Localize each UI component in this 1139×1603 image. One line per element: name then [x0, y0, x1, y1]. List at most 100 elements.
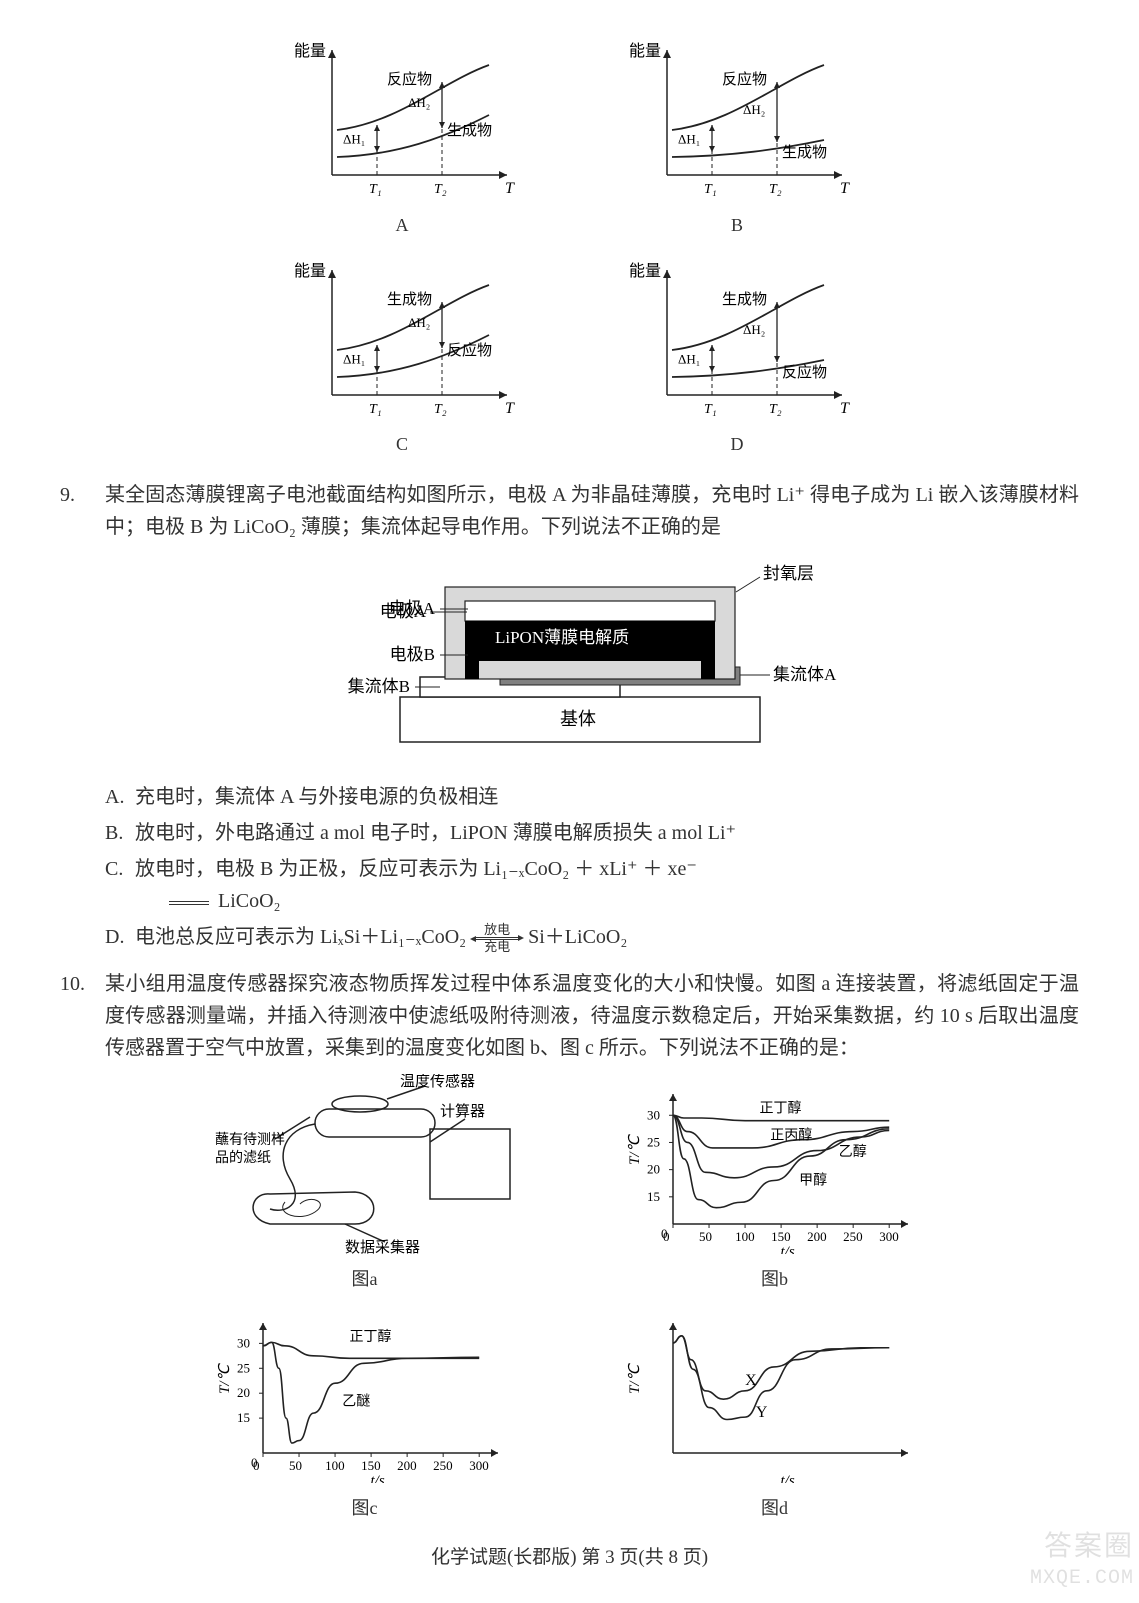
energy-chart-D: 能量TT₁T₂ΔH₁ΔH₂生成物反应物D	[612, 250, 862, 460]
svg-text:T₁: T₁	[704, 402, 717, 417]
svg-text:150: 150	[361, 1458, 381, 1473]
svg-text:50: 50	[289, 1458, 302, 1473]
chart-caption: D	[612, 430, 862, 459]
figure-d: T/℃ t/s XY 图d	[625, 1303, 925, 1523]
svg-text:ΔH₁: ΔH₁	[343, 351, 365, 366]
figure-c: T/℃t/s050100150200250300152025300正丁醇乙醚 图…	[215, 1303, 515, 1523]
energy-chart-B: 能量TT₁T₂ΔH₁ΔH₂反应物生成物B	[612, 30, 862, 240]
svg-text:ΔH₁: ΔH₁	[678, 351, 700, 366]
chart-caption: B	[612, 211, 862, 240]
svg-text:t/s: t/s	[780, 1473, 794, 1483]
svg-text:品的滤纸: 品的滤纸	[215, 1150, 271, 1166]
svg-text:蘸有待测样: 蘸有待测样	[215, 1132, 285, 1148]
svg-text:T/℃: T/℃	[627, 1363, 643, 1395]
svg-text:乙醚: 乙醚	[342, 1394, 370, 1410]
fig-b-caption: 图b	[625, 1265, 925, 1294]
svg-text:30: 30	[647, 1107, 660, 1122]
energy-chart-A: 能量TT₁T₂ΔH₁ΔH₂反应物生成物A	[277, 30, 527, 240]
svg-text:T₂: T₂	[434, 182, 447, 197]
svg-text:能量: 能量	[629, 42, 661, 60]
svg-text:反应物: 反应物	[447, 341, 492, 359]
svg-text:X: X	[745, 1372, 757, 1389]
svg-text:T: T	[840, 400, 850, 417]
svg-text:150: 150	[771, 1229, 791, 1244]
svg-text:250: 250	[843, 1229, 863, 1244]
svg-text:T: T	[505, 180, 515, 197]
svg-text:生成物: 生成物	[782, 144, 827, 161]
svg-text:ΔH₂: ΔH₂	[408, 95, 430, 110]
svg-text:基体: 基体	[560, 709, 596, 729]
svg-text:正丁醇: 正丁醇	[759, 1099, 801, 1116]
chart-caption: C	[277, 430, 527, 459]
svg-text:温度传感器: 温度传感器	[400, 1074, 475, 1090]
reversible-arrow-icon: 放电 充电	[475, 923, 519, 953]
svg-text:计算器: 计算器	[440, 1102, 485, 1120]
svg-text:250: 250	[433, 1458, 453, 1473]
svg-text:ΔH₂: ΔH₂	[743, 102, 765, 117]
q9-option-d: D. 电池总反应可表示为 LiₓSi＋Li₁₋ₓCoO₂ 放电 充电 Si＋Li…	[105, 921, 1079, 954]
svg-text:100: 100	[735, 1229, 755, 1244]
svg-text:LiPON薄膜电解质: LiPON薄膜电解质	[495, 628, 629, 647]
q9-number: 9.	[60, 479, 105, 543]
q9-option-b: B. 放电时，外电路通过 a mol 电子时，LiPON 薄膜电解质损失 a m…	[105, 817, 1079, 849]
svg-text:甲醇: 甲醇	[799, 1171, 827, 1188]
fig-a-caption: 图a	[215, 1265, 515, 1294]
svg-text:ΔH₁: ΔH₁	[343, 132, 365, 147]
svg-text:T: T	[505, 400, 515, 417]
svg-text:T₁: T₁	[704, 182, 717, 197]
svg-text:300: 300	[879, 1229, 899, 1244]
svg-text:T: T	[840, 180, 850, 197]
fig-d-caption: 图d	[625, 1494, 925, 1523]
svg-text:Y: Y	[755, 1404, 767, 1421]
watermark-url: MXQE.COM	[1030, 1563, 1134, 1595]
svg-text:100: 100	[325, 1458, 345, 1473]
svg-text:能量: 能量	[629, 262, 661, 280]
svg-text:200: 200	[397, 1458, 417, 1473]
svg-text:封氧层: 封氧层	[763, 564, 814, 583]
svg-text:25: 25	[647, 1134, 660, 1149]
svg-text:50: 50	[699, 1229, 712, 1244]
svg-text:ΔH₂: ΔH₂	[408, 315, 430, 330]
svg-text:0: 0	[661, 1226, 668, 1241]
svg-text:反应物: 反应物	[387, 70, 432, 88]
svg-text:正丙醇: 正丙醇	[770, 1126, 812, 1143]
svg-text:乙醇: 乙醇	[838, 1143, 866, 1160]
svg-text:25: 25	[237, 1361, 250, 1376]
svg-text:0: 0	[251, 1455, 258, 1470]
question-9: 9. 某全固态薄膜锂离子电池截面结构如图所示，电极 A 为非晶硅薄膜，充电时 L…	[60, 479, 1079, 543]
svg-text:集流体A: 集流体A	[773, 665, 837, 684]
figure-a: 温度传感器计算器数据采集器 蘸有待测样品的滤纸 图a	[215, 1074, 515, 1294]
q9-option-c: C. 放电时，电极 B 为正极，反应可表示为 Li₁₋ₓCoO₂ ＋ xLi⁺ …	[105, 853, 1079, 917]
svg-text:T₁: T₁	[369, 182, 382, 197]
svg-text:生成物: 生成物	[387, 291, 432, 308]
energy-chart-C: 能量TT₁T₂ΔH₁ΔH₂生成物反应物C	[277, 250, 527, 460]
svg-text:30: 30	[237, 1336, 250, 1351]
svg-text:数据采集器: 数据采集器	[345, 1239, 420, 1254]
svg-text:20: 20	[647, 1161, 660, 1176]
svg-text:15: 15	[647, 1189, 660, 1204]
svg-text:电极B: 电极B	[389, 645, 434, 664]
svg-text:T/℃: T/℃	[627, 1133, 643, 1165]
svg-text:t/s: t/s	[780, 1244, 794, 1254]
svg-text:ΔH₂: ΔH₂	[743, 322, 765, 337]
svg-text:能量: 能量	[294, 42, 326, 60]
chart-caption: A	[277, 211, 527, 240]
svg-text:300: 300	[469, 1458, 489, 1473]
svg-text:能量: 能量	[294, 262, 326, 280]
q10-text: 某小组用温度传感器探究液态物质挥发过程中体系温度变化的大小和快慢。如图 a 连接…	[105, 968, 1079, 1064]
svg-text:T₂: T₂	[434, 402, 447, 417]
svg-text:正丁醇: 正丁醇	[349, 1328, 391, 1345]
fig-c-caption: 图c	[215, 1494, 515, 1523]
q9-text: 某全固态薄膜锂离子电池截面结构如图所示，电极 A 为非晶硅薄膜，充电时 Li⁺ …	[105, 479, 1079, 543]
svg-text:反应物: 反应物	[722, 70, 767, 88]
q10-number: 10.	[60, 968, 105, 1064]
svg-text:20: 20	[237, 1386, 250, 1401]
svg-text:ΔH₁: ΔH₁	[678, 132, 700, 147]
q9-options: A. 充电时，集流体 A 与外接电源的负极相连 B. 放电时，外电路通过 a m…	[105, 781, 1079, 954]
svg-text:T₂: T₂	[769, 402, 782, 417]
question-10: 10. 某小组用温度传感器探究液态物质挥发过程中体系温度变化的大小和快慢。如图 …	[60, 968, 1079, 1064]
q9-option-a: A. 充电时，集流体 A 与外接电源的负极相连	[105, 781, 1079, 813]
svg-text:t/s: t/s	[370, 1473, 384, 1483]
svg-text:反应物: 反应物	[782, 363, 827, 381]
svg-text:电极A: 电极A	[388, 599, 435, 618]
